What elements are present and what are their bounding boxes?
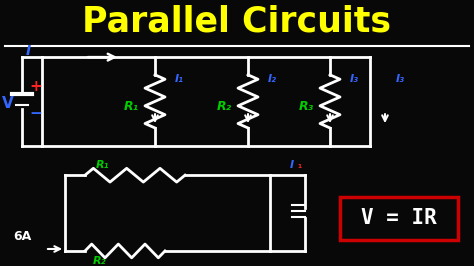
Text: I₃: I₃ — [395, 74, 404, 84]
Text: ₁: ₁ — [298, 160, 302, 170]
Text: R₂: R₂ — [217, 100, 232, 113]
Text: I₃: I₃ — [349, 74, 358, 84]
Text: Parallel Circuits: Parallel Circuits — [82, 5, 392, 39]
Text: R₃: R₃ — [299, 100, 314, 113]
Text: +: + — [29, 79, 42, 94]
Text: I: I — [290, 160, 294, 170]
Text: I: I — [26, 44, 30, 58]
Text: R₁: R₁ — [123, 100, 138, 113]
Text: R₂: R₂ — [93, 256, 107, 266]
Text: 6A: 6A — [13, 230, 31, 243]
Text: R₁: R₁ — [96, 160, 110, 170]
Text: I₂: I₂ — [267, 74, 276, 84]
Text: V: V — [2, 96, 14, 111]
Text: V = IR: V = IR — [361, 209, 437, 228]
Text: I₁: I₁ — [174, 74, 183, 84]
Bar — [340, 197, 458, 240]
Text: −: − — [29, 106, 42, 121]
